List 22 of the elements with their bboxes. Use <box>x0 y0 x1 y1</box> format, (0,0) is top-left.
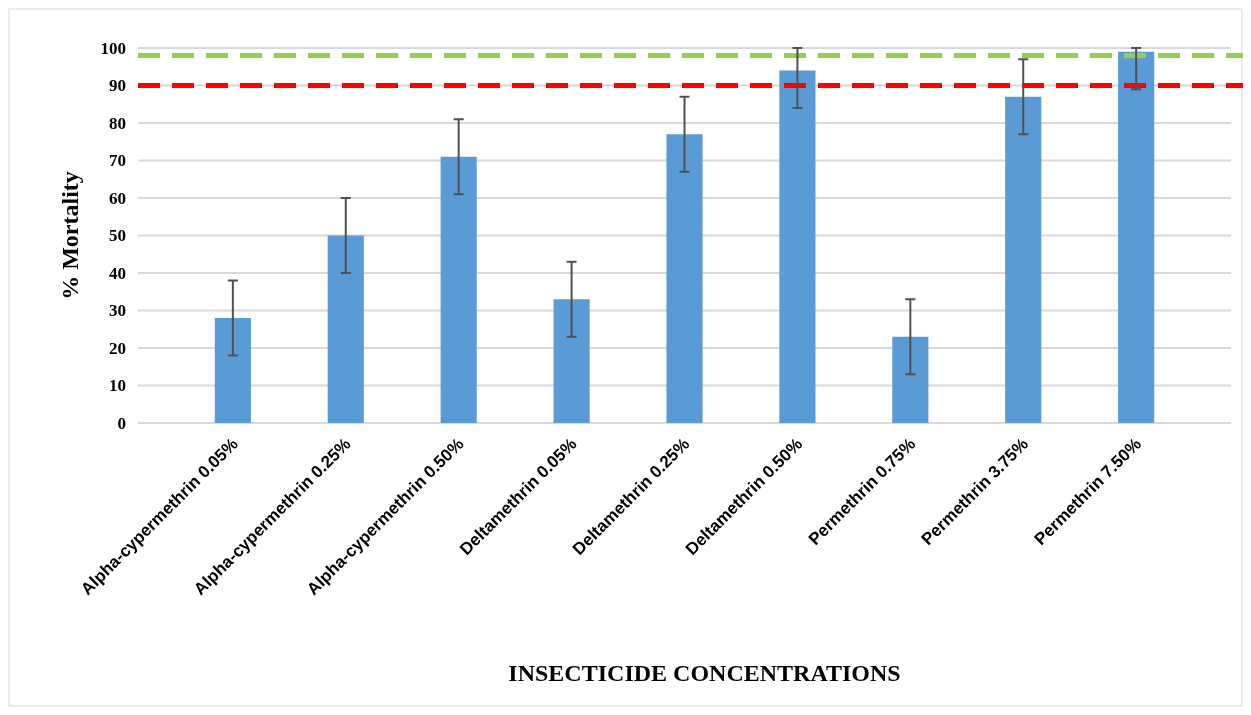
bar <box>1118 51 1155 423</box>
y-tick-label: 90 <box>109 76 126 96</box>
y-tick-label: 80 <box>109 113 126 133</box>
bar <box>892 336 929 423</box>
x-axis-title: INSECTICIDE CONCENTRATIONS <box>508 660 901 686</box>
y-tick-label: 0 <box>117 413 126 433</box>
bar <box>214 318 251 423</box>
y-tick-label: 70 <box>109 151 126 171</box>
y-tick-label: 20 <box>109 338 126 358</box>
bar <box>327 235 364 423</box>
y-tick-label: 10 <box>109 376 126 396</box>
bar <box>666 134 703 423</box>
y-axis-title: % Mortality <box>57 171 83 300</box>
bar <box>440 156 477 423</box>
y-tick-label: 40 <box>109 263 126 283</box>
bar <box>553 299 590 423</box>
bar <box>779 70 816 423</box>
y-tick-label: 30 <box>109 301 126 321</box>
y-tick-label: 100 <box>100 38 126 58</box>
y-tick-label: 50 <box>109 226 126 246</box>
y-tick-label: 60 <box>109 188 126 208</box>
bar <box>1005 96 1042 423</box>
